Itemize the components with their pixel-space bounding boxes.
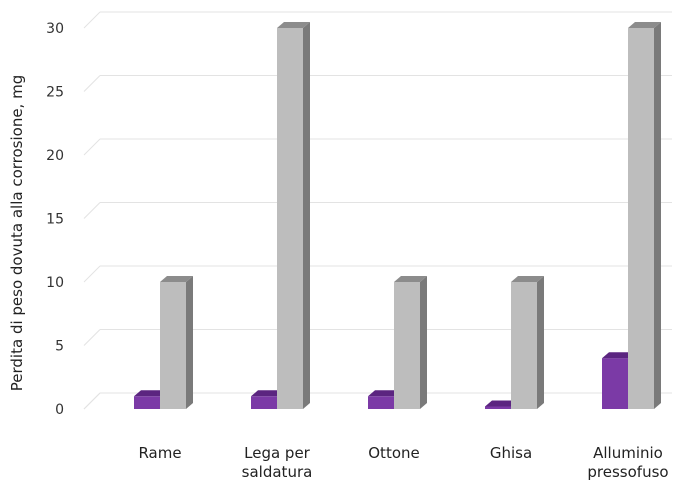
bar-front — [628, 28, 654, 409]
bar-top — [394, 276, 427, 282]
x-category-label: Ghisa — [490, 444, 532, 462]
x-category-line: Lega per — [244, 444, 311, 462]
gridlines — [83, 11, 672, 410]
x-category-line: pressofuso — [587, 463, 668, 481]
bar-front — [511, 282, 537, 409]
bar-front — [368, 396, 394, 409]
bar-side — [537, 276, 544, 409]
y-tick-label: 10 — [46, 275, 64, 291]
gridline-slant — [83, 202, 101, 219]
bars — [134, 22, 661, 409]
bar-side — [420, 276, 427, 409]
bar-top — [511, 276, 544, 282]
x-category-label: Alluminio pressofuso — [587, 444, 668, 481]
x-category-line: saldatura — [242, 463, 313, 481]
x-category-line: Ottone — [368, 444, 419, 462]
bar-front — [160, 282, 186, 409]
bar-front — [251, 396, 277, 409]
bar-front — [485, 406, 511, 409]
bar-top — [134, 390, 167, 397]
gridline-slant — [83, 75, 101, 92]
floor-line — [83, 392, 101, 410]
bar — [394, 276, 427, 409]
y-axis-ticks: 0 5 10 15 20 25 30 — [46, 21, 64, 418]
bar-top — [368, 390, 401, 397]
y-tick-label: 15 — [46, 212, 64, 228]
x-category-line: Ghisa — [490, 444, 532, 462]
x-category-label: Lega per saldatura — [242, 444, 313, 481]
bar-top — [160, 276, 193, 282]
bar-side — [654, 22, 661, 409]
bar-front — [134, 396, 160, 409]
gridline-slant — [83, 11, 101, 29]
bar — [511, 276, 544, 409]
y-tick-label: 25 — [46, 85, 64, 101]
gridline-slant — [83, 329, 101, 346]
bar — [277, 22, 310, 409]
bar-top — [277, 22, 310, 28]
x-category-line: Alluminio — [593, 444, 663, 462]
bar-side — [186, 276, 193, 409]
y-tick-label: 30 — [46, 21, 64, 37]
bar-front — [602, 358, 628, 409]
gridline-slant — [83, 138, 101, 156]
x-category-line: Rame — [138, 444, 181, 462]
x-axis-categories: Rame Lega per saldatura Ottone Ghisa Allumini… — [138, 444, 668, 481]
bar-front — [394, 282, 420, 409]
bar-front — [277, 28, 303, 409]
bar-top — [628, 22, 661, 28]
x-category-label: Ottone — [368, 444, 419, 462]
y-tick-label: 20 — [46, 148, 64, 164]
gridline-slant — [83, 265, 101, 283]
x-category-label: Rame — [138, 444, 181, 462]
bar — [160, 276, 193, 409]
bar-top — [251, 390, 284, 397]
bar — [628, 22, 661, 409]
bar-top — [602, 352, 635, 359]
bar-top — [485, 400, 518, 407]
y-tick-label: 0 — [55, 402, 64, 418]
y-axis-label: Perdita di peso dovuta alla corrosione, … — [8, 75, 26, 391]
y-tick-label: 5 — [55, 339, 64, 355]
bar-side — [303, 22, 310, 409]
